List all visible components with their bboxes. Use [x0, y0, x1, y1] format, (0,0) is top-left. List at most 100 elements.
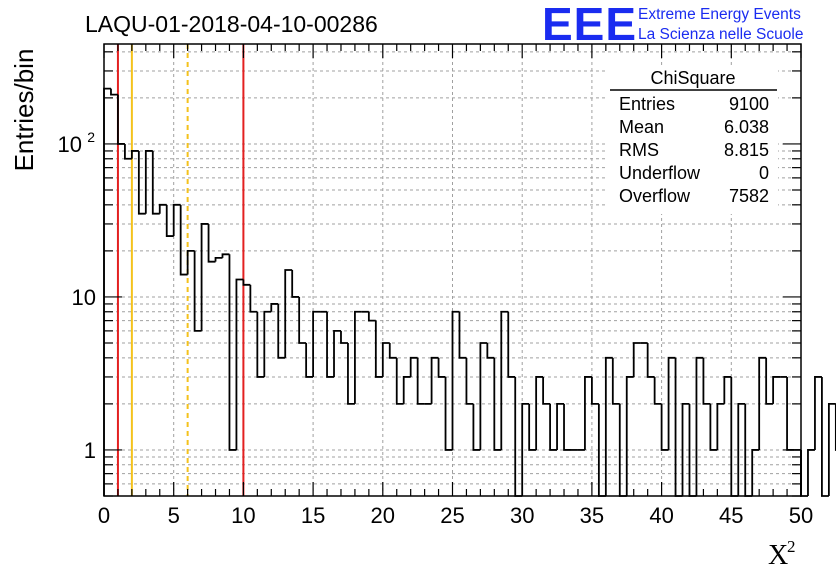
histogram-bin	[827, 402, 836, 496]
histogram-bin	[340, 330, 348, 344]
histogram-bin	[277, 303, 286, 359]
histogram-bin	[556, 402, 565, 450]
histogram-bin	[737, 402, 746, 496]
eee-logo: EEE Extreme Energy Events La Scienza nel…	[542, 0, 803, 50]
histogram-bin	[130, 150, 139, 159]
x-axis-label-base: X	[768, 540, 788, 571]
histogram-bin	[528, 403, 537, 451]
histogram-bin	[214, 256, 223, 262]
histogram-bin	[591, 376, 599, 405]
stats-row: Underflow 0	[619, 163, 769, 183]
histogram-bin	[611, 357, 620, 405]
histogram-bin	[500, 310, 509, 450]
histogram-bin	[298, 296, 307, 344]
stats-row: Overflow 7582	[619, 186, 769, 206]
stats-title: ChiSquare	[650, 68, 735, 88]
histogram-bin	[521, 402, 530, 496]
stats-box: ChiSquare Entries 9100 Mean 6.038 RMS 8.815 Un…	[606, 66, 778, 214]
stats-row-value: 6.038	[724, 117, 769, 137]
histogram-bin	[695, 356, 704, 496]
histogram-bin	[646, 343, 655, 378]
histogram-bin	[242, 279, 251, 286]
histogram-bin	[124, 143, 132, 160]
stats-row-label: Mean	[619, 117, 664, 137]
x-tick-label: 20	[371, 503, 395, 528]
histogram-bin	[660, 403, 669, 451]
histogram-bin	[821, 376, 829, 497]
stats-row-value: 0	[759, 163, 769, 183]
histogram-bin	[305, 343, 314, 378]
stats-row: Mean 6.038	[619, 117, 769, 137]
histogram-bin	[437, 357, 446, 378]
x-tick-label: 5	[168, 503, 180, 528]
histogram-bin	[395, 357, 404, 405]
histogram-bin	[256, 311, 265, 378]
stats-row-label: Entries	[619, 94, 675, 114]
histogram-bin	[354, 310, 362, 404]
histogram-bin	[270, 303, 279, 312]
histogram-bin	[158, 203, 167, 214]
y-tick-label: 1	[84, 438, 96, 463]
histogram-bin	[333, 329, 341, 377]
x-tick-label: 50	[789, 503, 813, 528]
axes: 0 5 10 15 20 25 30 35 40 45 50 1 10 10 2	[58, 43, 813, 528]
stats-row-label: Overflow	[619, 186, 691, 206]
logo-line-1: Extreme Energy Events	[638, 6, 801, 23]
histogram-bin	[207, 223, 216, 263]
histogram-bin	[193, 250, 202, 332]
histogram-bin	[388, 343, 397, 359]
histogram-bin	[702, 357, 711, 405]
histogram-bin	[381, 342, 390, 377]
histogram-bin	[416, 357, 425, 405]
histogram-bin	[486, 343, 495, 359]
stats-row-value: 9100	[729, 94, 769, 114]
histogram-bin	[249, 284, 258, 313]
chart-title: LAQU-01-2018-04-10-00286	[85, 11, 378, 37]
logo-mark: EEE	[542, 0, 637, 50]
histogram-bin	[165, 204, 174, 237]
histogram-bin	[110, 88, 118, 96]
y-tick-label: 10	[58, 132, 82, 157]
histogram-bin	[200, 223, 209, 331]
histogram-bin	[507, 311, 516, 378]
histogram-bin	[172, 203, 181, 237]
histogram-bin	[625, 376, 634, 496]
histogram-bin	[674, 357, 683, 497]
histogram-bin	[430, 356, 439, 404]
histogram-bin	[291, 270, 300, 298]
stats-row-label: Underflow	[619, 163, 701, 183]
histogram-bin	[228, 254, 237, 451]
x-tick-label: 30	[510, 503, 534, 528]
histogram-bin	[103, 87, 111, 496]
histogram-bin	[347, 343, 355, 405]
histogram-bin	[709, 403, 718, 451]
stats-rows: Entries 9100 Mean 6.038 RMS 8.815 Underflow 0 Ov…	[619, 94, 769, 206]
stats-row: RMS 8.815	[619, 140, 769, 160]
histogram-bin	[653, 376, 662, 405]
y-axis-label: Entries/bin	[9, 49, 39, 172]
histogram-bin	[751, 449, 760, 496]
y-tick-label-superscript: 2	[87, 129, 95, 145]
histogram-bin	[758, 356, 767, 450]
histogram-bin	[632, 342, 641, 377]
histogram-bin	[465, 357, 474, 405]
histogram-bin	[667, 356, 676, 450]
histogram-bin	[179, 204, 188, 276]
x-tick-label: 0	[98, 503, 110, 528]
x-tick-label: 15	[301, 503, 325, 528]
histogram-bin	[723, 376, 732, 404]
x-tick-label: 25	[440, 503, 464, 528]
histogram-bin	[730, 376, 739, 497]
histogram-bin	[312, 310, 321, 377]
histogram-bin	[800, 449, 808, 497]
histogram-bin	[458, 311, 467, 359]
y-tick-label: 10	[72, 285, 96, 310]
histogram-bin	[493, 357, 502, 451]
histogram-bin	[263, 310, 272, 377]
stats-row: Entries 9100	[619, 94, 769, 114]
x-axis-label-superscript: 2	[787, 537, 796, 556]
x-tick-label: 10	[231, 503, 255, 528]
histogram-bin	[444, 376, 453, 451]
histogram-bin	[409, 356, 418, 377]
histogram-bin	[186, 249, 195, 275]
